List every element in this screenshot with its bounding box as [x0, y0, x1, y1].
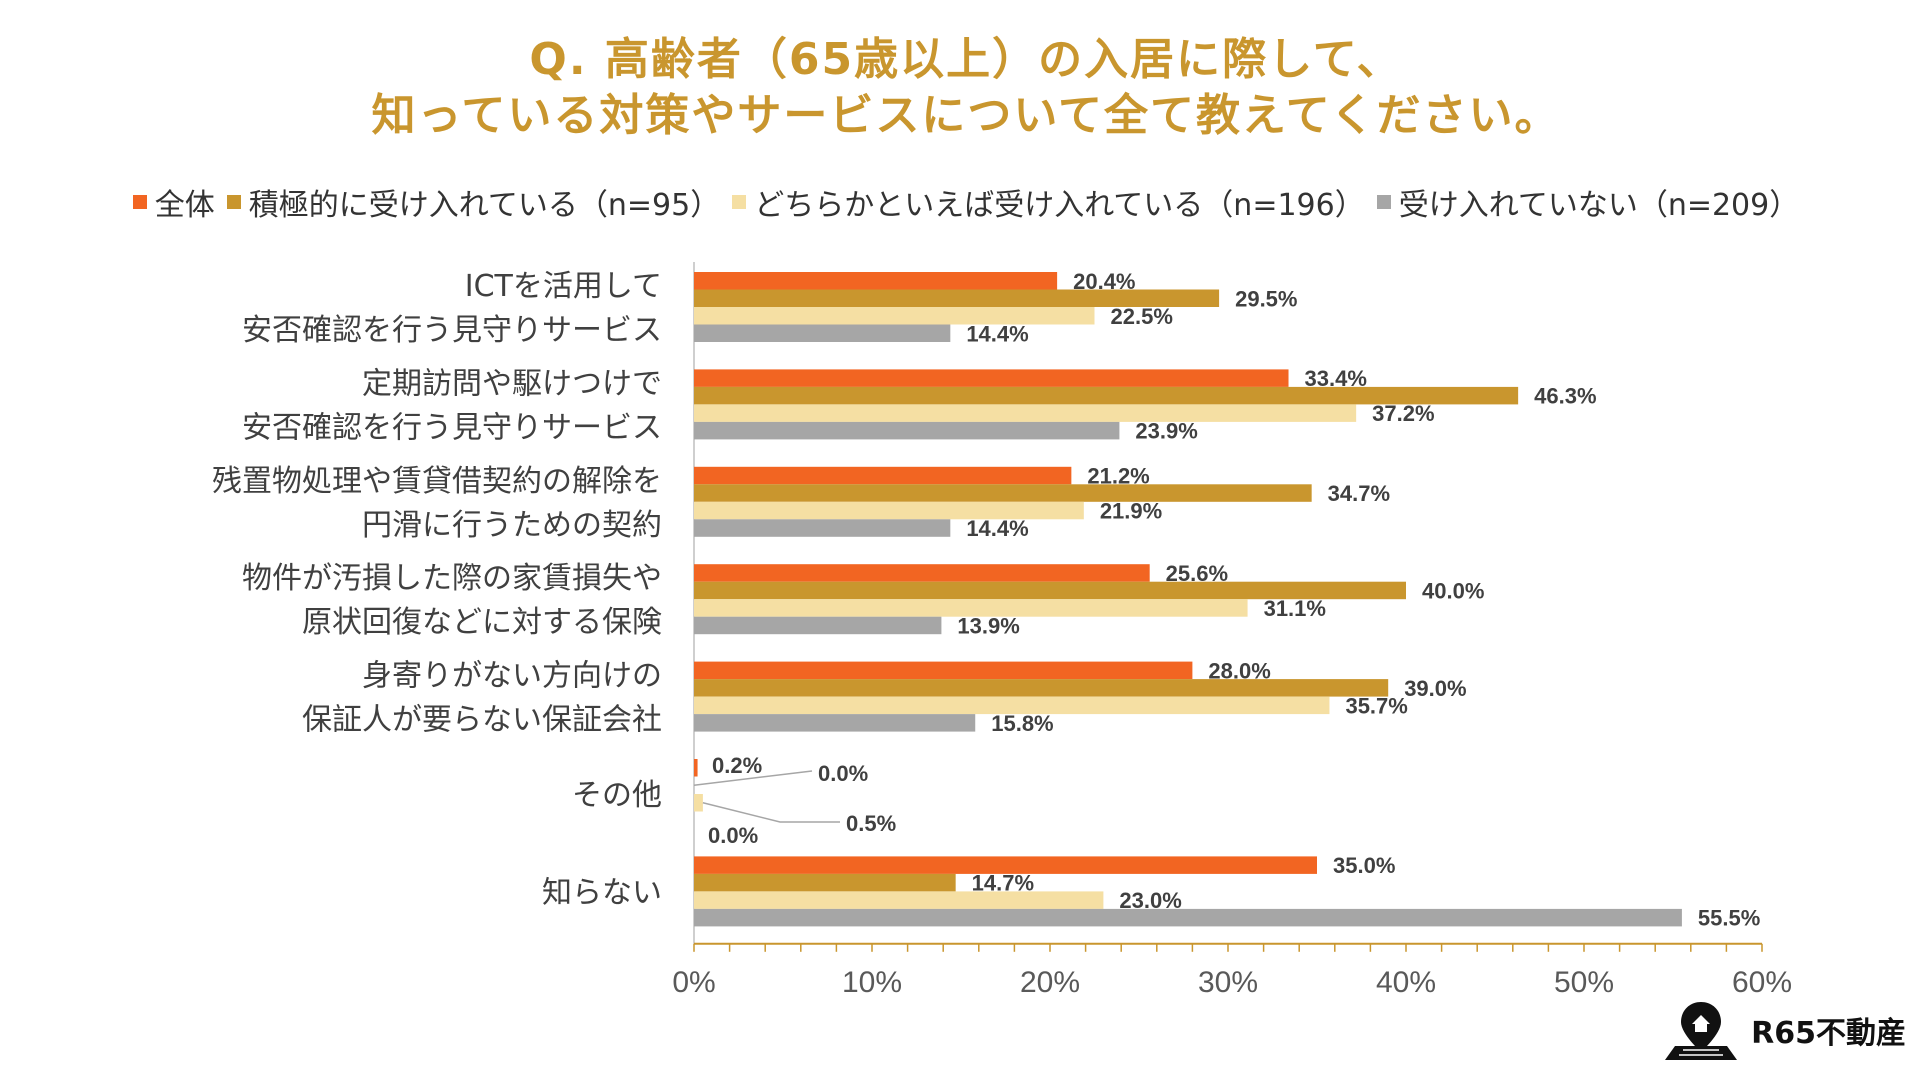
bar: [694, 759, 698, 777]
category-label: 保証人が要らない保証会社: [302, 703, 662, 738]
category-label: 円滑に行うための契約: [362, 508, 662, 543]
data-label: 40.0%: [1422, 578, 1484, 603]
data-label: 0.0%: [818, 761, 868, 786]
category-label: その他: [572, 778, 662, 813]
bar: [694, 386, 1519, 405]
chart-title-line1: Q. 高齢者（65歳以上）の入居に際して、: [529, 34, 1403, 85]
bar: [694, 324, 951, 342]
bar: [694, 307, 1095, 325]
legend-label-not-accepting: 受け入れていない（n=209）: [1398, 188, 1800, 223]
data-label: 29.5%: [1235, 286, 1297, 311]
bar: [694, 856, 1317, 874]
x-tick-label: 0%: [672, 966, 715, 999]
bar: [694, 696, 1330, 715]
bar: [694, 369, 1289, 387]
data-label: 13.9%: [957, 613, 1019, 638]
legend-swatch-overall: [132, 195, 147, 209]
bar: [694, 714, 976, 732]
data-label: 46.3%: [1534, 384, 1596, 409]
bar: [694, 661, 1193, 680]
category-label: 知らない: [542, 875, 662, 910]
data-label: 34.7%: [1328, 481, 1390, 506]
bar: [694, 519, 951, 537]
brand-logo: R65不動産: [1659, 998, 1906, 1062]
bar: [694, 289, 1220, 307]
bar: [694, 873, 956, 892]
category-label: 安否確認を行う見守りサービス: [242, 313, 662, 348]
data-label: 35.7%: [1345, 693, 1407, 718]
bar: [694, 616, 942, 635]
bar: [694, 581, 1406, 600]
leader-line: [702, 802, 840, 823]
bar: [694, 908, 1682, 927]
data-label: 15.8%: [991, 711, 1053, 736]
data-label: 39.0%: [1404, 676, 1466, 701]
legend-label-somewhat: どちらかといえば受け入れている（n=196）: [754, 188, 1365, 223]
legend-item-overall: 全体: [132, 180, 215, 224]
category-label: ICTを活用して: [465, 269, 662, 304]
data-label: 55.5%: [1698, 906, 1760, 931]
x-tick-label: 20%: [1020, 966, 1080, 999]
legend-swatch-not-accepting: [1376, 195, 1391, 209]
data-label: 0.5%: [846, 811, 896, 836]
category-label: 身寄りがない方向けの: [362, 659, 662, 694]
category-label: 安否確認を行う見守りサービス: [242, 410, 662, 445]
bar: [694, 501, 1084, 520]
bar: [694, 679, 1389, 697]
x-tick-label: 50%: [1554, 966, 1614, 999]
bar: [694, 599, 1248, 617]
legend-swatch-active: [226, 195, 241, 209]
legend-item-somewhat: どちらかといえば受け入れている（n=196）: [732, 180, 1365, 224]
category-label: 原状回復などに対する保険: [302, 605, 662, 640]
legend-label-overall: 全体: [154, 188, 215, 223]
data-label: 0.0%: [708, 823, 758, 848]
data-label: 0.2%: [712, 753, 762, 778]
x-tick-label: 10%: [842, 966, 902, 999]
chart-title: Q. 高齢者（65歳以上）の入居に際して、 知っている対策やサービスについて全て…: [0, 32, 1932, 144]
bar: [694, 272, 1058, 290]
data-label: 14.4%: [966, 516, 1028, 541]
data-label: 35.0%: [1333, 853, 1395, 878]
legend-swatch-somewhat: [732, 195, 747, 209]
legend-label-active: 積極的に受け入れている（n=95）: [248, 188, 721, 223]
bar: [694, 421, 1120, 440]
data-label: 21.9%: [1100, 499, 1162, 524]
brand-name: R65不動産: [1751, 1016, 1906, 1051]
bar: [694, 466, 1072, 485]
bar: [694, 794, 703, 812]
data-label: 23.9%: [1135, 419, 1197, 444]
legend-item-not-accepting: 受け入れていない（n=209）: [1376, 180, 1800, 224]
data-label: 14.4%: [966, 321, 1028, 346]
x-tick-label: 40%: [1376, 966, 1436, 999]
bar: [694, 484, 1312, 502]
data-label: 22.5%: [1111, 304, 1173, 329]
chart-legend: 全体 積極的に受け入れている（n=95） どちらかといえば受け入れている（n=1…: [0, 180, 1932, 224]
category-label: 残置物処理や賃貸借契約の解除を: [212, 464, 662, 499]
x-tick-label: 30%: [1198, 966, 1258, 999]
bar: [694, 891, 1104, 909]
bar: [694, 404, 1357, 422]
data-label: 31.1%: [1264, 596, 1326, 621]
category-label: 物件が汚損した際の家賃損失や: [242, 561, 662, 596]
leader-line: [693, 770, 813, 786]
bar: [694, 564, 1150, 582]
x-tick-label: 60%: [1732, 966, 1792, 999]
data-label: 37.2%: [1372, 401, 1434, 426]
chart-title-line2: 知っている対策やサービスについて全て教えてください。: [371, 90, 1561, 141]
category-label: 定期訪問や駆けつけで: [362, 366, 662, 401]
legend-item-active: 積極的に受け入れている（n=95）: [226, 180, 721, 224]
map-pin-house-icon: [1665, 1002, 1738, 1060]
